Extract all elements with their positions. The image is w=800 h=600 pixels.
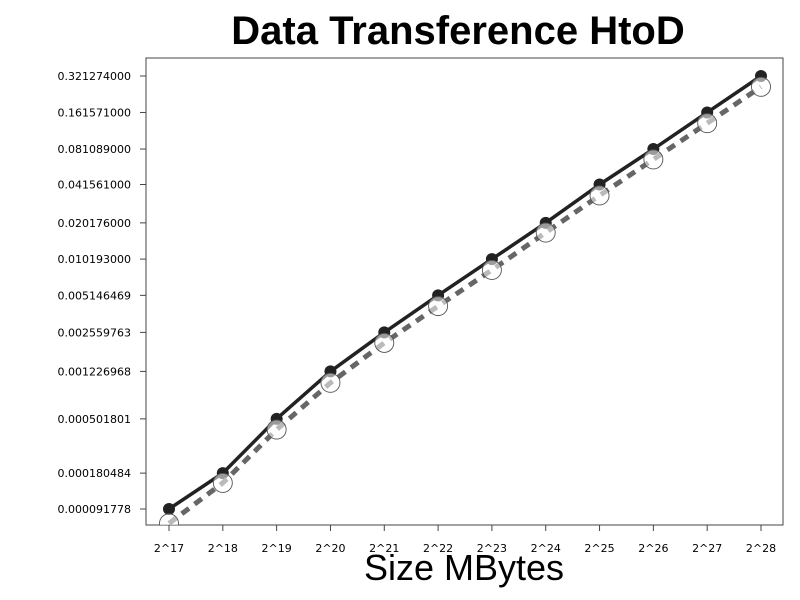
y-tick-label: 0.041561000: [58, 179, 131, 192]
x-axis: 2^17 2^18 2^19 2^20 2^21 2^22 2^23 2^24 2^25 2^26…: [154, 525, 776, 555]
x-tick-label: 2^25: [584, 542, 614, 555]
y-tick-label: 0.002559763: [58, 326, 131, 339]
y-tick-label: 0.000091778: [58, 503, 131, 516]
x-tick-label: 2^17: [154, 542, 184, 555]
y-axis: 0.000091778 0.000180484 0.000501801 0.00122…: [58, 70, 146, 516]
data-point: [159, 513, 179, 525]
y-tick-label: 0.321274000: [58, 70, 131, 83]
data-point: [266, 419, 287, 440]
x-tick-label: 2^23: [477, 542, 507, 555]
y-tick-label: 0.000180484: [58, 467, 131, 480]
y-tick-label: 0.005146469: [58, 289, 131, 302]
data-point: [643, 149, 664, 170]
data-point: [589, 185, 610, 206]
data-point: [320, 372, 341, 393]
x-tick-label: 2^21: [369, 542, 399, 555]
series-line: [167, 84, 763, 525]
y-tick-label: 0.020176000: [58, 217, 131, 230]
data-point: [163, 503, 175, 515]
data-point: [697, 113, 718, 134]
x-tick-label: 2^18: [208, 542, 238, 555]
y-tick-label: 0.010193000: [58, 253, 131, 266]
data-point: [428, 296, 449, 317]
plot-frame: [145, 57, 784, 526]
data-point: [481, 260, 502, 280]
x-tick-label: 2^19: [262, 542, 292, 555]
data-point: [212, 472, 233, 493]
data-point: [751, 76, 771, 97]
y-tick-label: 0.000501801: [58, 413, 131, 426]
x-axis-label: Size MBytes: [364, 547, 564, 588]
y-tick-label: 0.081089000: [58, 143, 131, 156]
series-layer: [159, 70, 771, 525]
x-tick-label: 2^27: [692, 542, 722, 555]
x-tick-label: 2^22: [423, 542, 453, 555]
x-tick-label: 2^20: [315, 542, 345, 555]
x-tick-label: 2^28: [746, 542, 776, 555]
x-tick-label: 2^26: [638, 542, 668, 555]
x-tick-label: 2^24: [531, 542, 561, 555]
data-point: [374, 332, 395, 353]
chart-title: Data Transference HtoD: [231, 9, 684, 53]
series-line: [168, 74, 762, 511]
y-tick-label: 0.001226968: [58, 365, 131, 378]
y-tick-label: 0.161571000: [58, 106, 131, 119]
data-point: [535, 222, 556, 243]
